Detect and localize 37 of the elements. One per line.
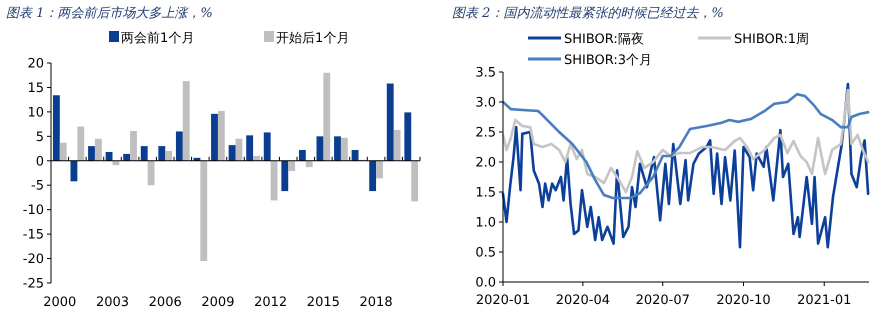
x-tick-label: 2003 (96, 295, 130, 310)
x-tick-label: 2000 (43, 295, 76, 310)
legend-label: 两会前1个月 (121, 31, 194, 46)
y-tick-label: 10 (27, 105, 44, 120)
y-tick-label: 2.5 (475, 126, 496, 140)
legend-label: SHIBOR:3个月 (564, 53, 652, 68)
chart-title: 图表 2：国内流动性最紧张的时候已经过去，% (452, 5, 724, 21)
y-tick-label: -15 (22, 228, 44, 243)
y-tick-label: 5 (36, 130, 44, 145)
y-tick-label: 3.5 (475, 66, 496, 80)
y-tick-label: -20 (22, 252, 44, 268)
y-tick-label: 15 (27, 80, 44, 96)
y-tick-label: 3.0 (475, 96, 496, 110)
y-tick-label: 2.0 (475, 156, 496, 170)
x-tick-label: 2009 (201, 295, 234, 310)
legend-label: 开始后1个月 (276, 31, 350, 46)
x-tick-label: 2020-10 (716, 293, 771, 308)
x-tick-label: 2006 (148, 295, 182, 310)
y-tick-label: 1.5 (475, 186, 496, 200)
x-tick-label: 2020-07 (636, 293, 690, 308)
legend-label: SHIBOR:隔夜 (564, 31, 644, 47)
legend-label: SHIBOR:1周 (734, 32, 810, 47)
y-tick-label: 20 (27, 56, 44, 72)
x-tick-label: 2012 (254, 295, 288, 310)
x-tick-label: 2020-04 (556, 293, 610, 308)
y-tick-label: -25 (22, 276, 44, 292)
x-tick-label: 2020-01 (476, 293, 530, 308)
x-tick-label: 2021-01 (797, 293, 852, 308)
y-tick-label: -5 (31, 178, 44, 194)
y-tick-label: -10 (22, 203, 44, 218)
chart-title: 图表 1：两会前后市场大多上涨，% (6, 6, 213, 21)
y-tick-label: 0.0 (475, 276, 496, 290)
y-tick-label: 1.0 (475, 216, 496, 230)
x-tick-label: 2015 (306, 295, 340, 310)
y-tick-label: 0.5 (475, 246, 496, 260)
y-tick-label: 0 (36, 154, 44, 170)
x-tick-label: 2018 (360, 295, 393, 310)
